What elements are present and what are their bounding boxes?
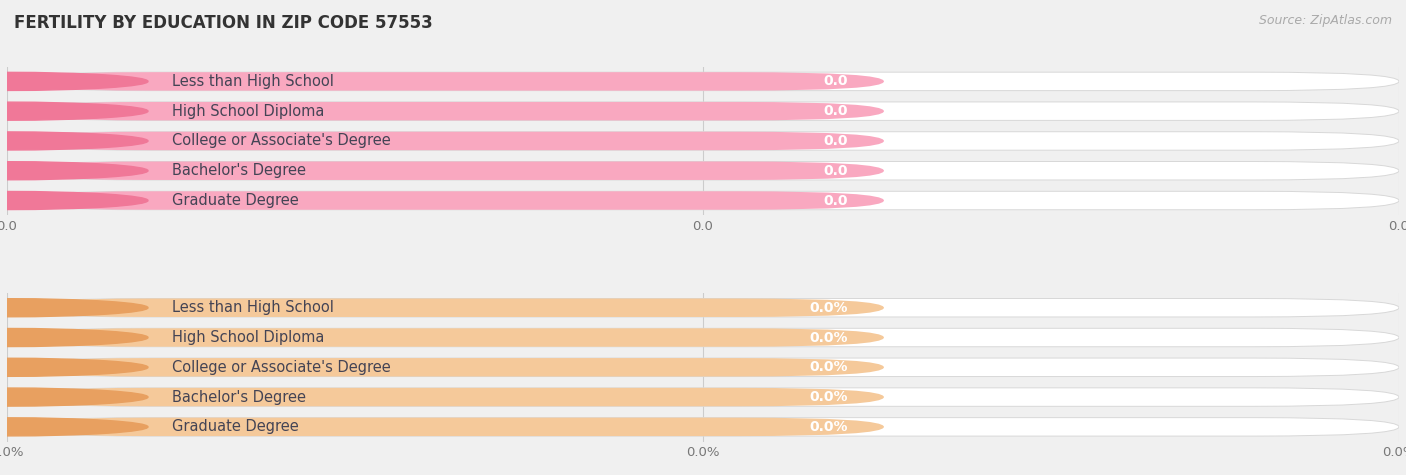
Text: 0.0: 0.0 xyxy=(824,193,848,208)
Text: Less than High School: Less than High School xyxy=(173,74,335,89)
FancyBboxPatch shape xyxy=(7,358,884,377)
Text: Source: ZipAtlas.com: Source: ZipAtlas.com xyxy=(1258,14,1392,27)
Text: 0.0%: 0.0% xyxy=(810,420,848,434)
Text: High School Diploma: High School Diploma xyxy=(173,330,325,345)
FancyBboxPatch shape xyxy=(7,191,884,210)
Text: Bachelor's Degree: Bachelor's Degree xyxy=(173,390,307,405)
Text: 0.0: 0.0 xyxy=(824,134,848,148)
FancyBboxPatch shape xyxy=(7,132,884,150)
Text: Bachelor's Degree: Bachelor's Degree xyxy=(173,163,307,178)
FancyBboxPatch shape xyxy=(7,162,1399,180)
Circle shape xyxy=(0,72,148,90)
Text: Graduate Degree: Graduate Degree xyxy=(173,419,299,434)
Text: FERTILITY BY EDUCATION IN ZIP CODE 57553: FERTILITY BY EDUCATION IN ZIP CODE 57553 xyxy=(14,14,433,32)
Circle shape xyxy=(0,162,148,180)
Text: Less than High School: Less than High School xyxy=(173,300,335,315)
FancyBboxPatch shape xyxy=(7,72,884,91)
Text: High School Diploma: High School Diploma xyxy=(173,104,325,119)
Circle shape xyxy=(0,418,148,436)
FancyBboxPatch shape xyxy=(7,388,1399,406)
FancyBboxPatch shape xyxy=(7,358,1399,377)
FancyBboxPatch shape xyxy=(7,298,1399,317)
Text: 0.0%: 0.0% xyxy=(810,331,848,344)
Circle shape xyxy=(0,132,148,150)
Text: Graduate Degree: Graduate Degree xyxy=(173,193,299,208)
FancyBboxPatch shape xyxy=(7,328,1399,347)
Text: College or Associate's Degree: College or Associate's Degree xyxy=(173,133,391,149)
Circle shape xyxy=(0,191,148,209)
FancyBboxPatch shape xyxy=(7,102,1399,120)
Circle shape xyxy=(0,299,148,317)
Text: 0.0%: 0.0% xyxy=(810,301,848,315)
Text: College or Associate's Degree: College or Associate's Degree xyxy=(173,360,391,375)
FancyBboxPatch shape xyxy=(7,72,1399,91)
Text: 0.0%: 0.0% xyxy=(810,361,848,374)
Circle shape xyxy=(0,329,148,347)
FancyBboxPatch shape xyxy=(7,328,884,347)
Text: 0.0: 0.0 xyxy=(824,104,848,118)
FancyBboxPatch shape xyxy=(7,162,884,180)
Circle shape xyxy=(0,358,148,376)
FancyBboxPatch shape xyxy=(7,102,884,120)
Text: 0.0%: 0.0% xyxy=(810,390,848,404)
FancyBboxPatch shape xyxy=(7,191,1399,210)
Text: 0.0: 0.0 xyxy=(824,75,848,88)
Text: 0.0: 0.0 xyxy=(824,164,848,178)
FancyBboxPatch shape xyxy=(7,418,884,436)
FancyBboxPatch shape xyxy=(7,298,884,317)
Circle shape xyxy=(0,102,148,120)
FancyBboxPatch shape xyxy=(7,132,1399,150)
FancyBboxPatch shape xyxy=(7,418,1399,436)
Circle shape xyxy=(0,388,148,406)
FancyBboxPatch shape xyxy=(7,388,884,406)
